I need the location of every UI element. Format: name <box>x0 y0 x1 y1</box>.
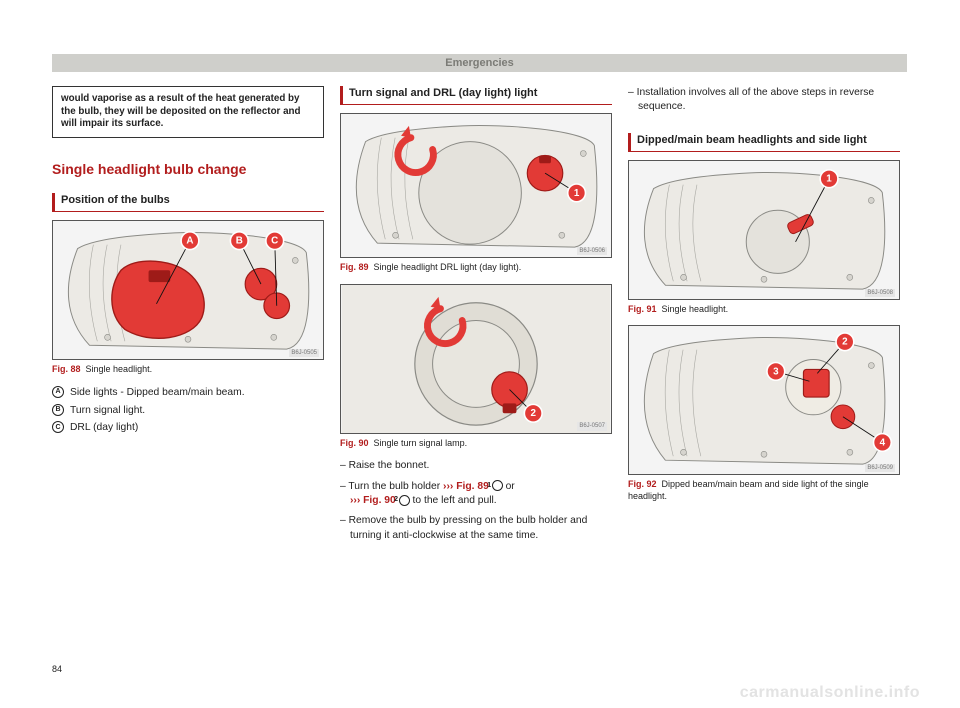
legend-badge: C <box>52 421 64 433</box>
figure-89: 1 B6J-0506 <box>340 113 612 258</box>
figure-90-text: Single turn signal lamp. <box>374 438 468 448</box>
figure-88-caption: Fig. 88 Single headlight. <box>52 364 324 376</box>
figure-92-code: B6J-0509 <box>865 464 895 472</box>
figure-91: 1 B6J-0508 <box>628 160 900 300</box>
step-raise-bonnet: – Raise the bonnet. <box>340 459 612 473</box>
figure-88-code: B6J-0505 <box>289 349 319 357</box>
subheading-turn-signal-drl: Turn signal and DRL (day light) light <box>340 86 612 105</box>
column-right: – Installation involves all of the above… <box>628 86 900 549</box>
svg-text:2: 2 <box>842 337 848 348</box>
watermark: carmanualsonline.info <box>740 684 920 702</box>
legend-fig88: A Side lights - Dipped beam/main beam. B Tu… <box>52 386 324 436</box>
ref-circ-1: 1 <box>492 480 503 491</box>
figure-89-code: B6J-0506 <box>577 247 607 255</box>
figure-89-text: Single headlight DRL light (day light). <box>374 262 522 272</box>
ref-fig90: ››› Fig. 90 <box>350 495 396 506</box>
caution-box: would vaporise as a result of the heat g… <box>52 86 324 138</box>
legend-badge: B <box>52 404 64 416</box>
legend-text: Side lights - Dipped beam/main beam. <box>70 386 245 400</box>
column-middle: Turn signal and DRL (day light) light 1 … <box>340 86 612 549</box>
legend-item: A Side lights - Dipped beam/main beam. <box>52 386 324 400</box>
figure-90-code: B6J-0507 <box>577 422 607 430</box>
header-bar: Emergencies <box>52 54 907 72</box>
figure-88: A B C B6J-0505 <box>52 220 324 360</box>
figure-92: 2 3 4 B6J-0509 <box>628 325 900 475</box>
step-turn-bulb-holder: – Turn the bulb holder ››› Fig. 89 1 or … <box>340 480 612 509</box>
column-left: would vaporise as a result of the heat g… <box>52 86 324 549</box>
figure-91-num: Fig. 91 <box>628 304 657 314</box>
legend-text: Turn signal light. <box>70 404 145 418</box>
page-number: 84 <box>52 664 62 674</box>
subheading-position-bulbs: Position of the bulbs <box>52 193 324 212</box>
figure-91-caption: Fig. 91 Single headlight. <box>628 304 900 316</box>
svg-text:B: B <box>236 236 243 247</box>
figure-89-caption: Fig. 89 Single headlight DRL light (day … <box>340 262 612 274</box>
step2-prefix: – Turn the bulb holder <box>340 481 443 492</box>
legend-item: B Turn signal light. <box>52 404 324 418</box>
figure-92-caption: Fig. 92 Dipped beam/main beam and side l… <box>628 479 900 502</box>
figure-90-caption: Fig. 90 Single turn signal lamp. <box>340 438 612 450</box>
svg-text:3: 3 <box>773 367 779 378</box>
figure-91-code: B6J-0508 <box>865 289 895 297</box>
svg-text:1: 1 <box>826 173 832 184</box>
ref-fig89: ››› Fig. 89 <box>443 481 489 492</box>
figure-89-num: Fig. 89 <box>340 262 369 272</box>
step2-suffix: to the left and pull. <box>413 495 497 506</box>
legend-text: DRL (day light) <box>70 421 138 435</box>
svg-text:1: 1 <box>574 188 580 199</box>
step-installation-reverse: – Installation involves all of the above… <box>628 86 900 115</box>
figure-90-num: Fig. 90 <box>340 438 369 448</box>
svg-text:C: C <box>271 236 278 247</box>
section-title: Single headlight bulb change <box>52 160 324 179</box>
figure-88-num: Fig. 88 <box>52 364 81 374</box>
columns: would vaporise as a result of the heat g… <box>52 86 907 549</box>
figure-92-text: Dipped beam/main beam and side light of … <box>628 479 869 501</box>
legend-badge: A <box>52 386 64 398</box>
svg-text:2: 2 <box>530 408 536 419</box>
svg-text:4: 4 <box>880 438 886 449</box>
ref-circ-2: 2 <box>399 495 410 506</box>
step-remove-bulb: – Remove the bulb by pressing on the bul… <box>340 514 612 543</box>
subheading-dipped-main-beam: Dipped/main beam headlights and side lig… <box>628 133 900 152</box>
figure-90: 2 B6J-0507 <box>340 284 612 434</box>
legend-item: C DRL (day light) <box>52 421 324 435</box>
figure-92-num: Fig. 92 <box>628 479 657 489</box>
figure-91-text: Single headlight. <box>662 304 729 314</box>
svg-text:A: A <box>186 236 193 247</box>
figure-88-text: Single headlight. <box>86 364 153 374</box>
page-content: Emergencies would vaporise as a result o… <box>52 54 907 668</box>
step2-mid: or <box>506 481 515 492</box>
